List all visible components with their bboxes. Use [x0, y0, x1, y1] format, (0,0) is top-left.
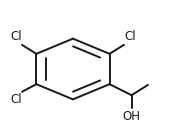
- Text: Cl: Cl: [124, 30, 136, 43]
- Text: Cl: Cl: [10, 30, 22, 43]
- Text: Cl: Cl: [10, 93, 22, 106]
- Text: OH: OH: [123, 110, 141, 123]
